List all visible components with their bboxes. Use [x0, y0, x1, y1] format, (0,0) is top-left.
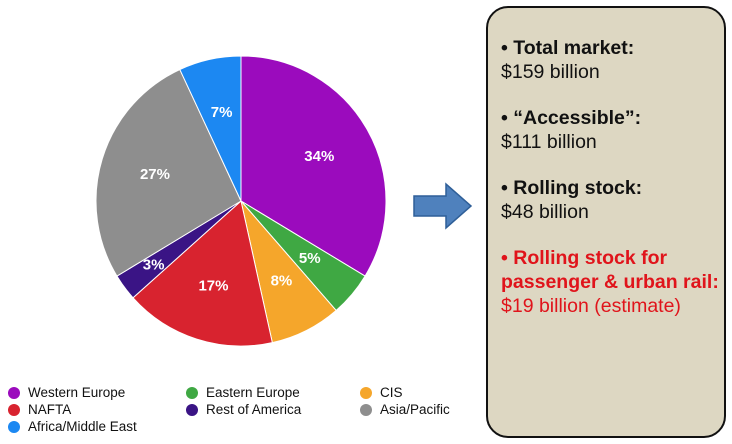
info-heading: • “Accessible”:: [501, 107, 642, 129]
info-item-rolling-stock: • Rolling stock: $48 billion: [501, 176, 724, 224]
market-summary-box: • Total market: $159 billion • “Accessib…: [486, 6, 726, 438]
right-arrow-icon: [413, 182, 473, 230]
info-item-total-market: • Total market: $159 billion: [501, 36, 724, 84]
pie-slice-africa-middle-east: [179, 55, 242, 202]
slice-label: 7%: [211, 104, 233, 121]
legend-label: Africa/Middle East: [28, 419, 137, 434]
legend-swatch: [8, 386, 20, 399]
legend-swatch: [186, 403, 198, 416]
chart-legend: Western Europe Eastern Europe CIS NAFTA …: [8, 385, 478, 441]
info-value: $19 billion (estimate): [501, 295, 681, 317]
slice-label: 17%: [198, 278, 228, 295]
legend-item-eastern-europe: Eastern Europe: [186, 385, 300, 400]
legend-label: NAFTA: [28, 402, 72, 417]
slice-label: 8%: [271, 272, 293, 289]
info-value: $111 billion: [501, 131, 597, 153]
info-value: $159 billion: [501, 61, 600, 83]
pie-slice-asia-pacific: [95, 68, 242, 277]
legend-item-cis: CIS: [360, 385, 403, 400]
legend-label: CIS: [380, 385, 403, 400]
slice-label: 34%: [304, 148, 334, 165]
legend-item-africa-middle-east: Africa/Middle East: [8, 419, 137, 434]
pie-chart: 34% 5% 8% 17% 3% 27% 7%: [95, 55, 387, 347]
slice-label: 5%: [299, 250, 321, 267]
legend-item-rest-of-america: Rest of America: [186, 402, 301, 417]
legend-item-western-europe: Western Europe: [8, 385, 125, 400]
pie-slice-nafta: [132, 200, 273, 347]
info-heading: • Total market:: [501, 37, 635, 59]
legend-swatch: [360, 403, 372, 416]
slice-label: 3%: [143, 257, 165, 274]
info-heading: • Rolling stock:: [501, 177, 643, 199]
legend-label: Eastern Europe: [206, 385, 300, 400]
legend-item-asia-pacific: Asia/Pacific: [360, 402, 450, 417]
info-item-passenger-urban-rail: • Rolling stock for passenger & urban ra…: [501, 246, 724, 318]
legend-swatch: [8, 403, 20, 416]
legend-swatch: [360, 386, 372, 399]
legend-item-nafta: NAFTA: [8, 402, 71, 417]
legend-swatch: [186, 386, 198, 399]
legend-label: Asia/Pacific: [380, 402, 450, 417]
info-value: $48 billion: [501, 201, 589, 223]
legend-label: Rest of America: [206, 402, 302, 417]
slice-label: 27%: [140, 166, 170, 183]
pie-slice-western-europe: [240, 55, 387, 277]
legend-swatch: [8, 420, 20, 433]
info-heading: • Rolling stock for passenger & urban ra…: [501, 247, 719, 293]
info-item-accessible: • “Accessible”: $111 billion: [501, 106, 724, 154]
legend-label: Western Europe: [28, 385, 126, 400]
